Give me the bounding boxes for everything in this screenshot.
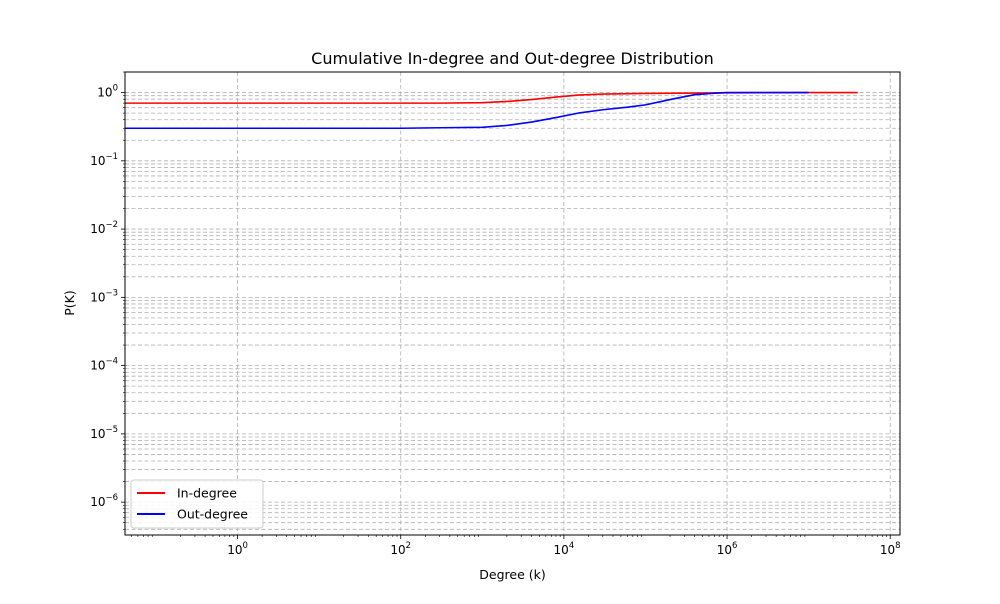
x-tick-label: 102 — [390, 541, 411, 557]
x-tick-label: 104 — [554, 541, 575, 557]
y-axis-label: P(K) — [62, 290, 77, 316]
plot-frame — [124, 71, 901, 536]
series-line-out-degree — [125, 91, 809, 130]
x-axis-ticks: 100 102 104 106 108 — [131, 535, 901, 557]
legend: In-degree Out-degree — [130, 479, 264, 529]
y-tick-label: 10−4 — [90, 357, 118, 373]
y-tick-label: 10−3 — [90, 288, 118, 304]
y-tick-label: 10−1 — [90, 152, 118, 168]
y-tick-label: 10−2 — [90, 220, 118, 236]
chart-title: Cumulative In-degree and Out-degree Dist… — [311, 49, 714, 68]
x-axis-label: Degree (k) — [479, 567, 545, 582]
legend-label-in-degree: In-degree — [177, 486, 237, 501]
series-line-in-degree — [125, 91, 858, 104]
y-tick-label: 10−5 — [90, 425, 118, 441]
x-tick-label: 100 — [227, 541, 248, 557]
grid-lines — [125, 71, 900, 535]
y-tick-label: 10−6 — [90, 493, 118, 509]
y-axis-ticks: 100 10−1 10−2 10−3 10−4 10−5 10−6 — [90, 71, 125, 530]
series-lines — [125, 91, 858, 130]
y-tick-label: 100 — [97, 84, 118, 100]
x-tick-label: 108 — [880, 541, 901, 557]
legend-label-out-degree: Out-degree — [177, 507, 248, 522]
x-tick-label: 106 — [717, 541, 738, 557]
